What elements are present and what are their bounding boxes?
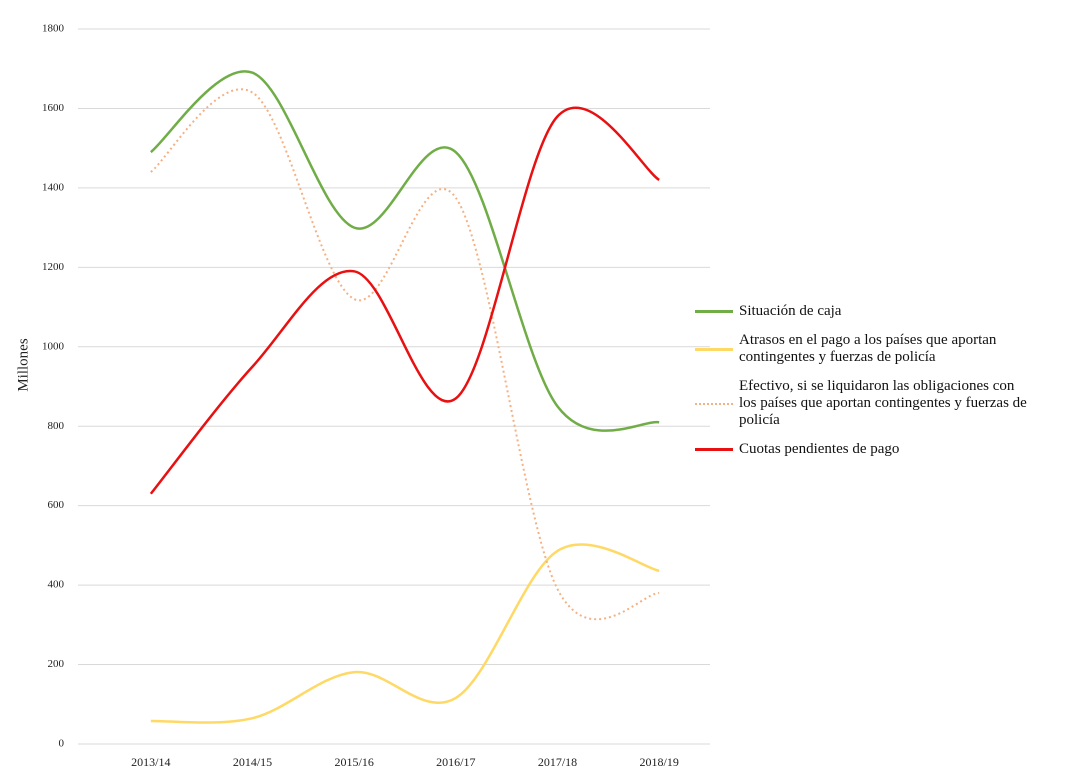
legend-label: Efectivo, si se liquidaron las obligacio… [739, 378, 1027, 428]
legend-item: Cuotas pendientes de pago [695, 441, 1035, 458]
legend-key [695, 448, 733, 451]
y-tick-label: 1600 [42, 102, 65, 114]
legend-key [695, 347, 733, 351]
legend-key [695, 310, 733, 313]
legend-label: Situación de caja [739, 303, 842, 319]
y-tick-label: 1800 [42, 23, 65, 35]
x-tick-label: 2017/18 [538, 755, 577, 769]
y-tick-label: 1000 [42, 340, 65, 352]
y-tick-label: 0 [59, 738, 65, 750]
y-tick-label: 1400 [42, 181, 65, 193]
y-tick-label: 600 [48, 499, 65, 511]
legend-label: Atrasos en el pago a los países que apor… [739, 332, 997, 365]
series-line [150, 543, 660, 724]
series-line [150, 88, 660, 621]
y-tick-label: 400 [48, 579, 65, 591]
legend-label: Cuotas pendientes de pago [739, 441, 900, 457]
series-line [150, 70, 660, 432]
legend-item: Situación de caja [695, 303, 1035, 320]
y-axis-label: Millones [15, 338, 31, 391]
x-tick-label: 2014/15 [233, 755, 272, 769]
legend-item: Efectivo, si se liquidaron las obligacio… [695, 378, 1035, 429]
legend: Situación de caja Atrasos en el pago a lo… [695, 303, 1035, 458]
y-tick-label: 800 [48, 420, 65, 432]
legend-item: Atrasos en el pago a los países que apor… [695, 332, 1035, 366]
x-tick-label: 2015/16 [334, 755, 373, 769]
y-tick-label: 200 [48, 658, 65, 670]
x-tick-label: 2016/17 [436, 755, 475, 769]
x-tick-label: 2013/14 [131, 755, 170, 769]
y-tick-label: 1200 [42, 261, 65, 273]
x-tick-label: 2018/19 [639, 755, 678, 769]
series-line [149, 106, 660, 495]
legend-key [695, 402, 733, 405]
